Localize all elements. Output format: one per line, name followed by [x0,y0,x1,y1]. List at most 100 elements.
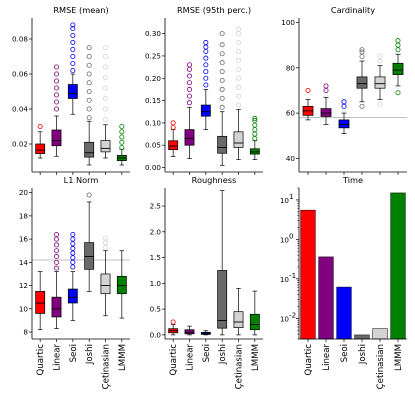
outlier-point [70,264,76,270]
outlier-point [235,93,241,99]
outlier-point [186,93,192,99]
box-Seoi [200,330,211,336]
outlier-point [54,242,60,248]
outlier-point [186,100,192,106]
outlier-point [203,75,209,81]
outlier-point [203,62,209,68]
outlier-point [170,124,176,130]
outlier-point [54,92,60,98]
y-tick-label: 10 [280,196,290,205]
outlier-point [103,85,109,91]
y-tick-label: 60 [286,109,296,118]
box-body [100,273,111,295]
outlier-point [203,40,209,46]
outlier-point [86,62,92,68]
outlier-point [70,236,76,242]
outlier-point [186,80,192,86]
y-tick-label: 1.0 [150,279,162,288]
y-tick-label: 14 [19,258,29,267]
y-tick-label: 0.25 [145,51,161,60]
box-body [233,311,244,329]
outlier-point [186,86,192,92]
outlier-point [219,77,225,83]
outlier-point [86,192,92,198]
outlier-point [86,106,92,112]
y-tick-label: 8 [23,328,28,337]
outlier-point [235,75,241,81]
y-tick-exponent: -2 [289,310,296,319]
outlier-point [377,54,383,60]
box-Joshi [217,31,228,166]
outlier-point [235,40,241,46]
x-tick-label: Quartic [304,344,314,376]
outlier-point [119,144,125,150]
y-tick-label: 80 [286,63,296,72]
box-body [184,329,195,335]
y-tick-label: 0.20 [145,74,161,83]
outlier-point [54,265,60,271]
x-tick-label: Joshi [218,344,228,365]
y-tick-label: 0.02 [12,140,28,149]
outlier-point [86,89,92,95]
outlier-point [395,38,401,44]
outlier-point [54,71,60,77]
box-Joshi [356,47,368,109]
box-body [35,291,46,314]
outlier-point [70,61,76,67]
outlier-point [70,245,76,251]
box-Seoi [67,231,78,321]
outlier-point [305,87,311,93]
bar-Linear [318,256,334,340]
box-Quartic [168,319,179,336]
outlier-point [235,84,241,90]
outlier-point [252,131,258,137]
outlier-point [70,33,76,39]
outlier-point [103,45,109,51]
outlier-point [359,49,365,55]
outlier-point [103,117,109,123]
outlier-point [186,66,192,72]
outlier-point [219,95,225,101]
outlier-point [70,231,76,237]
y-tick-label: 18 [19,211,29,220]
box-body [67,84,78,99]
y-tick-label: 16 [19,235,29,244]
box-Joshi [217,190,228,336]
box-body [51,296,62,318]
x-tick-label: Çetinasian [102,344,112,389]
box-Seoi [67,22,78,115]
outlier-point [119,139,125,145]
panel-3: Cardinality 40 60 80 100 [281,5,407,175]
outlier-point [70,22,76,28]
x-tick-label: Linear [53,344,63,371]
panel-4: L1 Norm 8 10 12 14 16 18 20 Quartic Linear Seoi Jos… [19,175,130,389]
x-tick-label: Çetinasian [235,344,245,389]
outlier-point [323,87,329,93]
outlier-point [170,319,176,325]
x-tick-label: Quartic [36,344,46,376]
outlier-point [235,31,241,37]
bar-Seoi [336,286,352,340]
outlier-point [54,106,60,112]
outlier-point [252,115,258,121]
y-tick-label: 1.5 [150,253,161,262]
outlier-point [70,259,76,265]
box-LMMM [116,250,127,319]
box-Quartic [302,87,314,121]
outlier-point [70,54,76,60]
bar-Çetinasian [372,328,388,340]
y-tick-label: 10 [280,275,290,284]
box-body [67,288,78,304]
outlier-point [359,54,365,60]
outlier-point [252,127,258,133]
outlier-point [377,58,383,64]
outlier-point [203,69,209,75]
outlier-point [103,240,109,246]
y-tick-label: 0.05 [145,141,161,150]
y-tick-exponent: 0 [289,231,294,240]
box-body [320,108,332,117]
outlier-point [70,255,76,261]
panel-1: RMSE (mean) 0.02 0.04 0.06 0.08 [12,5,130,175]
outlier-point [54,254,60,260]
outlier-point [235,57,241,63]
